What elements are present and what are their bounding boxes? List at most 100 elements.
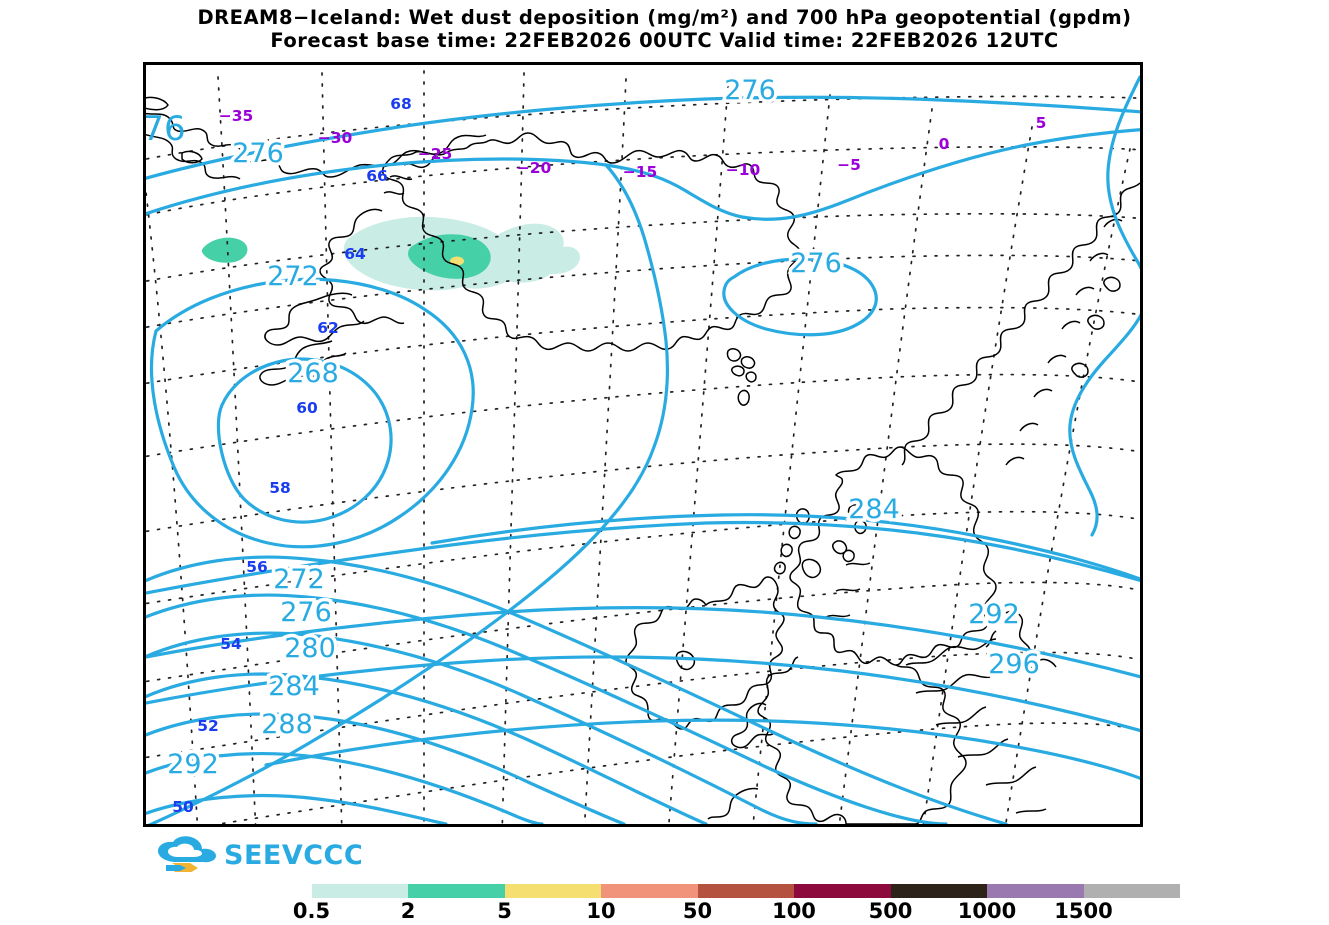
colorbar-segment-8 — [1083, 884, 1180, 898]
coast-orkney — [832, 540, 855, 563]
meridian-0 — [838, 108, 933, 824]
colorbar-tick-labels: 0.5 2 5 10 50 100 500 1000 1500 — [215, 899, 1180, 925]
coast-skye — [801, 558, 822, 579]
parallel-64 — [146, 254, 1140, 329]
meridian-5e — [922, 126, 1033, 824]
colorbar-segment-below — [215, 884, 312, 898]
colorbar-tick-10: 10 — [586, 899, 616, 923]
chart-title-block: DREAM8−Iceland: Wet dust deposition (mg/… — [0, 6, 1329, 52]
contour-label-halo: 284 — [268, 671, 320, 702]
coast-iceland-snaefell — [264, 292, 365, 346]
contour-label-272-3: 272 — [267, 261, 319, 292]
contour-label-284-8: 284 — [268, 671, 320, 702]
coast-norway — [901, 182, 1140, 466]
parallel-60 — [146, 373, 1140, 458]
latitude-label-58: 58 — [269, 479, 291, 497]
contour-label-276-2: 276 — [790, 248, 842, 279]
contour-268-inner — [216, 357, 393, 524]
meridian-5w — [752, 94, 831, 824]
contour-label-halo: 284 — [848, 494, 900, 525]
contour-296-england — [146, 655, 1140, 733]
colorbar-tick-500: 500 — [868, 899, 913, 923]
latitude-label-66: 66 — [366, 167, 388, 185]
coast-continent — [905, 638, 1047, 814]
colorbar-segment-3 — [601, 884, 698, 898]
contour-label-268-4: 268 — [287, 358, 339, 389]
logo-text: SEEVCCC — [224, 840, 361, 871]
contour-label-halo: 276 — [232, 138, 284, 169]
coast-scotland — [789, 446, 997, 666]
contour-label-halo: 292 — [167, 749, 219, 780]
contour-label-halo: 288 — [261, 709, 313, 740]
contour-288-ne — [430, 513, 1140, 581]
contour-label-288-9: 288 — [261, 709, 313, 740]
contour-276-faroe — [722, 257, 878, 337]
contour-label-276-6: 276 — [280, 597, 332, 628]
longitude-label-2: −25 — [418, 145, 453, 163]
colorbar-tick-5: 5 — [497, 899, 512, 923]
contour-label-292-10: 292 — [167, 749, 219, 780]
contour-label-halo: 268 — [287, 358, 339, 389]
coast-greenland-islet1 — [146, 96, 169, 111]
contour-label-280-7: 280 — [284, 633, 336, 664]
coast-faroe — [726, 348, 757, 383]
contour-272-outer — [149, 277, 475, 549]
coast-england — [757, 656, 967, 824]
parallel-52 — [146, 651, 1140, 759]
contour-label-296-13: 296 — [988, 649, 1040, 680]
longitude-label-7: 0 — [939, 135, 950, 153]
latitude-label-50: 50 — [172, 798, 194, 816]
dust-deposition-plume — [201, 216, 580, 291]
coast-wales — [730, 702, 775, 749]
colorbar-tick-2: 2 — [400, 899, 416, 923]
parallel-54 — [146, 581, 1140, 683]
longitude-labels: −35 −30 −25 −20 −15 −10 −5 0 5 — [219, 107, 1047, 181]
contour-label-halo: 276 — [724, 75, 776, 106]
longitude-label-1: −30 — [318, 129, 353, 147]
contour-label-halo: 272 — [267, 261, 319, 292]
longitude-label-3: −20 — [517, 159, 552, 177]
contour-276-south — [146, 593, 948, 824]
contour-272-south — [146, 555, 1008, 824]
meridian-20w — [501, 72, 525, 824]
title-line-primary: DREAM8−Iceland: Wet dust deposition (mg/… — [197, 6, 1132, 29]
colorbar-segment-1 — [408, 884, 505, 898]
contour-label-halo: 276 — [790, 248, 842, 279]
cloud-icon — [158, 836, 216, 872]
latitude-label-52: 52 — [197, 717, 219, 735]
latitude-label-60: 60 — [296, 399, 318, 417]
colorbar-segment-2 — [504, 884, 601, 898]
colorbar-tick-100: 100 — [772, 899, 816, 923]
longitude-label-5: −10 — [726, 161, 761, 179]
geopotential-contours — [146, 75, 1140, 824]
contour-280-south — [146, 631, 818, 824]
contour-label-halo: 272 — [273, 564, 325, 595]
longitude-label-8: 5 — [1036, 114, 1047, 132]
colorbar-tick-50: 50 — [682, 899, 713, 923]
latitude-label-54: 54 — [220, 635, 242, 653]
contour-label-292-12: 292 — [968, 599, 1020, 630]
colorbar-legend: 0.5 2 5 10 50 100 500 1000 1500 — [215, 884, 1180, 924]
colorbar-segment-6 — [890, 884, 987, 898]
contour-label-284-11: 284 — [848, 494, 900, 525]
coast-greenland-inner — [146, 134, 241, 180]
colorbar-segment-5 — [794, 884, 891, 898]
latitude-label-56: 56 — [246, 558, 268, 576]
parallel-56 — [146, 510, 1140, 605]
contour-300-south — [264, 718, 1140, 780]
latitude-label-76: 76 — [146, 109, 186, 149]
contour-label-276-0: 276 — [724, 75, 776, 106]
coast-faroe-south — [737, 389, 750, 406]
dust-plume-core — [408, 234, 491, 279]
contour-label-272-5: 272 — [273, 564, 325, 595]
seevccc-logo: SEEVCCC — [146, 836, 361, 872]
parallel-76 — [146, 95, 1140, 160]
longitude-label-6: −5 — [837, 156, 861, 174]
contour-label-halo: 296 — [988, 649, 1040, 680]
contour-284-south — [146, 672, 708, 824]
latitude-label-64: 64 — [344, 245, 366, 263]
colorbar-swatches — [215, 884, 1180, 898]
meridian-35w — [217, 76, 257, 824]
coast-iceland — [381, 132, 801, 352]
contour-276-north — [146, 95, 1140, 180]
